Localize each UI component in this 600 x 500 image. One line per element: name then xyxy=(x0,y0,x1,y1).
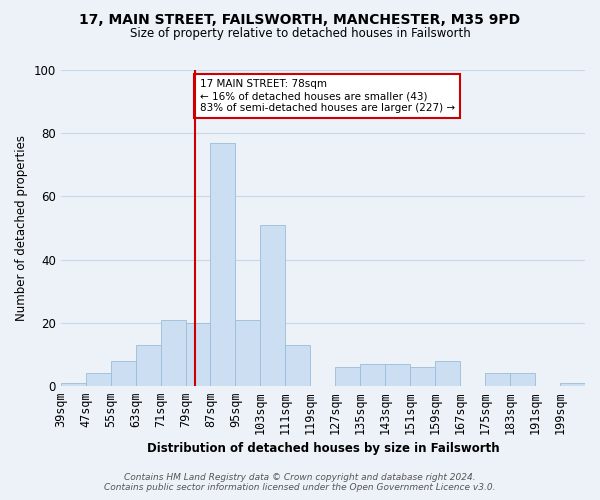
Text: Contains HM Land Registry data © Crown copyright and database right 2024.
Contai: Contains HM Land Registry data © Crown c… xyxy=(104,473,496,492)
Bar xyxy=(560,383,585,386)
Bar xyxy=(235,320,260,386)
Bar xyxy=(61,383,86,386)
Bar xyxy=(510,374,535,386)
Bar xyxy=(211,142,235,386)
Bar xyxy=(410,367,435,386)
Bar xyxy=(286,345,310,386)
Text: 17 MAIN STREET: 78sqm
← 16% of detached houses are smaller (43)
83% of semi-deta: 17 MAIN STREET: 78sqm ← 16% of detached … xyxy=(200,80,455,112)
Y-axis label: Number of detached properties: Number of detached properties xyxy=(15,135,28,321)
Bar xyxy=(485,374,510,386)
Bar xyxy=(185,323,211,386)
X-axis label: Distribution of detached houses by size in Failsworth: Distribution of detached houses by size … xyxy=(146,442,499,455)
Text: 17, MAIN STREET, FAILSWORTH, MANCHESTER, M35 9PD: 17, MAIN STREET, FAILSWORTH, MANCHESTER,… xyxy=(79,12,521,26)
Text: Size of property relative to detached houses in Failsworth: Size of property relative to detached ho… xyxy=(130,28,470,40)
Bar xyxy=(385,364,410,386)
Bar xyxy=(161,320,185,386)
Bar xyxy=(86,374,110,386)
Bar xyxy=(435,361,460,386)
Bar xyxy=(260,225,286,386)
Bar xyxy=(360,364,385,386)
Bar xyxy=(335,367,360,386)
Bar xyxy=(136,345,161,386)
Bar xyxy=(110,361,136,386)
